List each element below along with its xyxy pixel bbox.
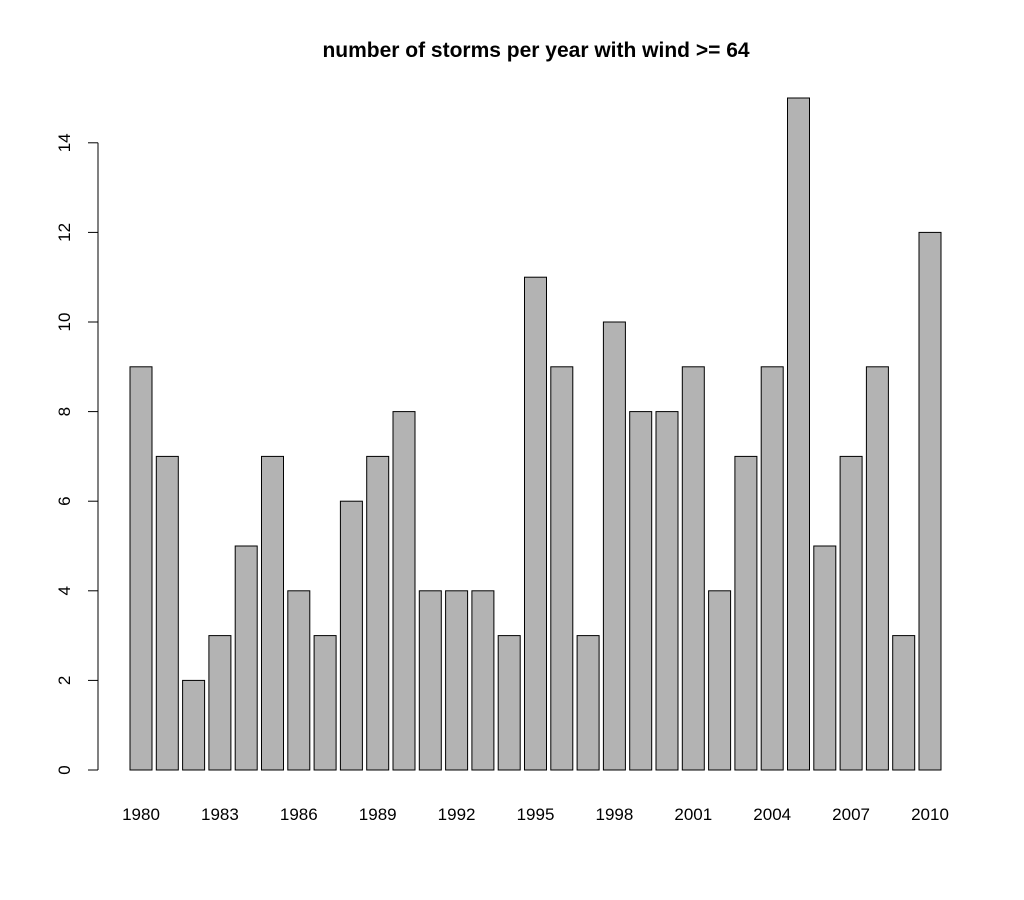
y-tick-label-6: 6: [55, 496, 74, 505]
bar-1998: [602, 321, 626, 771]
x-tick-label-1986: 1986: [280, 805, 318, 824]
bar-2009: [892, 635, 916, 771]
bar-2005: [787, 97, 810, 771]
bar-1994: [497, 635, 521, 771]
x-tick-label-1995: 1995: [517, 805, 555, 824]
y-tick-label-12: 12: [55, 223, 74, 242]
bar-1981: [155, 455, 179, 771]
bar-1995: [524, 276, 547, 771]
bar-1997: [576, 635, 600, 771]
x-tick-label-1992: 1992: [438, 805, 476, 824]
bar-1996: [550, 366, 574, 771]
bar-2001: [681, 366, 705, 771]
bar-2006: [813, 545, 837, 771]
bars: [129, 97, 942, 771]
y-tick-label-0: 0: [55, 765, 74, 774]
bar-1999: [629, 411, 653, 771]
bar-1987: [313, 635, 337, 771]
bar-2000: [655, 411, 679, 771]
bar-2002: [708, 590, 732, 771]
bar-1983: [208, 635, 232, 771]
y-tick-label-2: 2: [55, 676, 74, 685]
bar-2003: [734, 455, 758, 771]
y-tick-label-14: 14: [55, 133, 74, 152]
bar-1993: [471, 590, 495, 771]
bar-1989: [366, 455, 390, 771]
bar-1984: [234, 545, 258, 771]
y-tick-label-4: 4: [55, 586, 74, 595]
bar-1988: [339, 500, 363, 771]
x-tick-label-2010: 2010: [911, 805, 949, 824]
bar-2004: [760, 366, 784, 771]
x-tick-label-1998: 1998: [595, 805, 633, 824]
bar-1991: [418, 590, 442, 771]
x-tick-label-2004: 2004: [753, 805, 791, 824]
y-tick-label-10: 10: [55, 313, 74, 332]
bar-2007: [839, 455, 863, 771]
x-tick-label-2007: 2007: [832, 805, 870, 824]
bar-1985: [261, 455, 284, 771]
y-tick-label-8: 8: [55, 407, 74, 416]
bar-1980: [129, 366, 153, 771]
bar-2008: [865, 366, 889, 771]
x-tick-label-1989: 1989: [359, 805, 397, 824]
x-tick-label-1980: 1980: [122, 805, 160, 824]
bar-2010: [918, 231, 942, 771]
chart-title: number of storms per year with wind >= 6…: [322, 39, 749, 62]
x-tick-label-2001: 2001: [674, 805, 712, 824]
x-tick-label-1983: 1983: [201, 805, 239, 824]
bar-1990: [392, 411, 416, 771]
bar-1986: [287, 590, 311, 771]
y-axis: 0 2 4 6 8 10 12 14: [55, 133, 99, 775]
bar-1992: [445, 590, 469, 771]
x-axis-labels: 1980 1983 1986 1989 1992 1995 1998 2001 2004 2007…: [122, 805, 949, 824]
bar-1982: [182, 679, 206, 771]
